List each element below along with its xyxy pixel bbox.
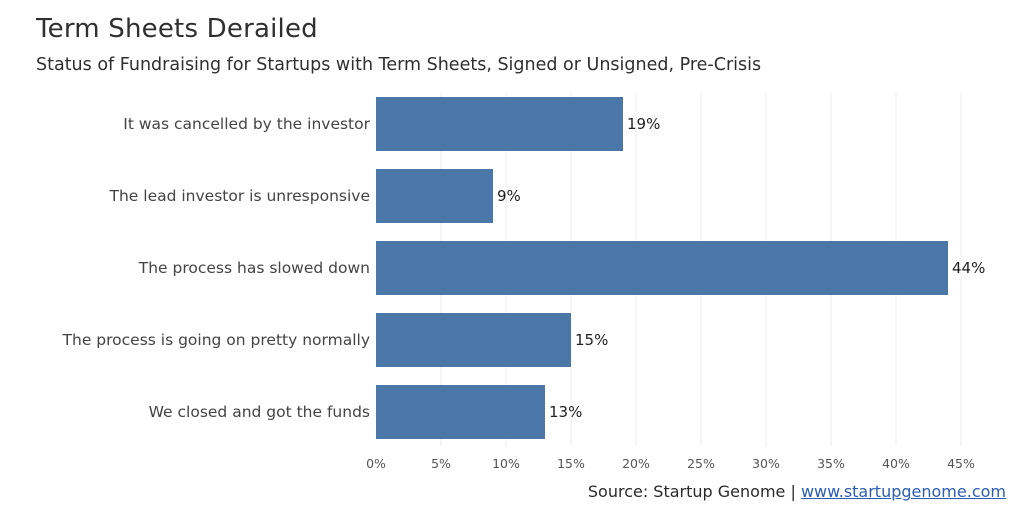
source-link[interactable]: www.startupgenome.com (800, 482, 1006, 501)
category-label: It was cancelled by the investor (123, 115, 370, 133)
value-label: 44% (952, 259, 985, 277)
x-tick-label: 15% (557, 456, 585, 471)
category-label: We closed and got the funds (149, 403, 370, 421)
bar (376, 241, 948, 295)
value-label: 13% (549, 403, 582, 421)
x-tick-label: 25% (687, 456, 715, 471)
chart-title: Term Sheets Derailed (36, 14, 318, 44)
value-labels: 19% 9% 44% 15% 13% (497, 115, 985, 421)
bar (376, 97, 623, 151)
value-label: 19% (627, 115, 660, 133)
x-tick-label: 40% (882, 456, 910, 471)
x-tick-label: 5% (431, 456, 451, 471)
category-labels: It was cancelled by the investor The lead… (62, 115, 371, 421)
bar (376, 313, 571, 367)
source-note: Source: Startup Genome | www.startupgeno… (588, 482, 1006, 501)
x-tick-label: 45% (947, 456, 975, 471)
category-label: The lead investor is unresponsive (109, 187, 370, 205)
x-tick-label: 0% (366, 456, 386, 471)
x-tick-label: 20% (622, 456, 650, 471)
category-label: The process has slowed down (138, 259, 370, 277)
x-tick-label: 10% (492, 456, 520, 471)
bar (376, 169, 493, 223)
bar (376, 385, 545, 439)
value-label: 9% (497, 187, 521, 205)
category-label: The process is going on pretty normally (62, 331, 370, 349)
chart-subtitle: Status of Fundraising for Startups with … (36, 55, 762, 75)
x-tick-label: 30% (752, 456, 780, 471)
x-axis-ticks: 0% 5% 10% 15% 20% 25% 30% 35% 40% 45% (366, 456, 975, 471)
source-text: Source: Startup Genome | (587, 482, 801, 501)
bars (376, 97, 948, 439)
x-tick-label: 35% (817, 456, 845, 471)
value-label: 15% (575, 331, 608, 349)
